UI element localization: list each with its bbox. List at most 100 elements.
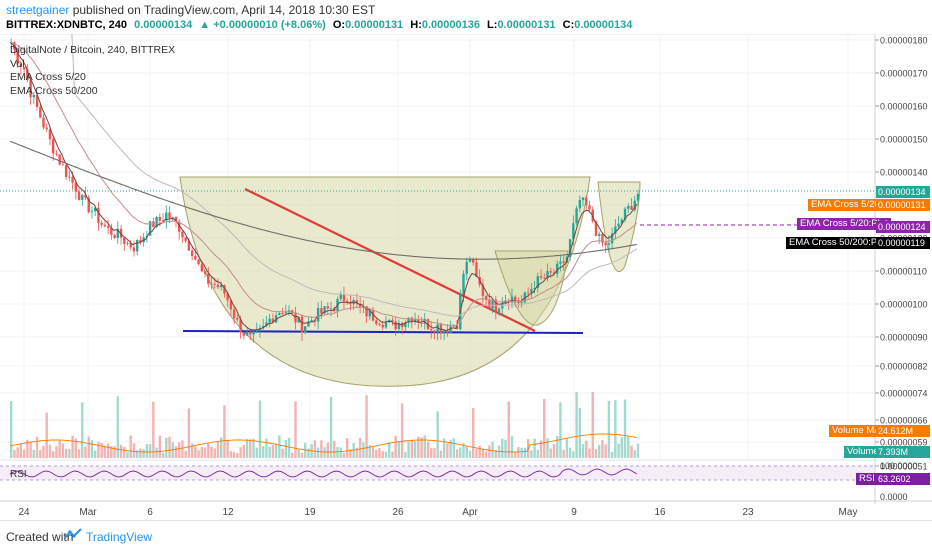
candle-body: [598, 233, 601, 236]
volume-bar: [132, 443, 136, 458]
candle-body: [323, 306, 326, 314]
candle-body: [556, 263, 559, 274]
volume-bar: [339, 447, 342, 458]
volume-bar: [181, 440, 184, 458]
candle-body: [161, 220, 165, 222]
created-with-text: Created with: [6, 530, 74, 544]
chart-header: streetgainer published on TradingView.co…: [0, 0, 932, 34]
volume-bar: [575, 391, 578, 458]
candle-body: [455, 325, 459, 330]
candle-body: [200, 264, 204, 272]
candle-body: [562, 261, 565, 263]
candle-body: [13, 42, 16, 50]
volume-bar: [313, 440, 317, 458]
candle-body: [355, 300, 359, 304]
legend-ema-50-200[interactable]: EMA Cross 50/200: [10, 84, 98, 97]
volume-bar: [81, 402, 84, 458]
candle-body: [349, 302, 352, 305]
volume-bar: [213, 448, 216, 458]
legend-vol[interactable]: Vol: [10, 57, 25, 70]
volume-bar: [388, 442, 391, 458]
tradingview-brand-link[interactable]: TradingView: [86, 530, 153, 544]
candle-body: [358, 303, 362, 308]
candle-body: [178, 221, 181, 232]
candle-body: [526, 292, 530, 294]
volume-bar: [87, 436, 90, 458]
candle-body: [284, 312, 288, 314]
volume-bar: [194, 446, 197, 458]
volume-bar: [329, 396, 333, 458]
volume-bar: [116, 396, 120, 458]
volume-bar: [113, 446, 116, 458]
open-value: 0.00000131: [345, 19, 404, 31]
candle-body: [423, 318, 426, 324]
close-value: 0.00000134: [574, 19, 633, 31]
volume-bar: [184, 450, 187, 458]
candle-body: [384, 322, 388, 328]
candle-body: [22, 67, 26, 70]
candle-body: [581, 197, 585, 201]
candle-body: [543, 277, 546, 279]
candle-body: [26, 69, 29, 81]
candle-body: [242, 332, 246, 336]
volume-bar: [55, 445, 58, 458]
volume-bar: [378, 448, 381, 458]
y-tick-label: 0.00000180: [880, 36, 928, 46]
volume-bar: [342, 452, 346, 458]
candle-body: [342, 294, 346, 302]
candle-body: [375, 320, 378, 324]
y-tick-label: 0.00000074: [880, 389, 928, 399]
candle-body: [368, 310, 372, 317]
candle-body: [207, 273, 210, 284]
volume-bar: [588, 448, 591, 458]
volume-bar: [517, 446, 520, 458]
volume-tag-label: Volume: [844, 446, 882, 458]
candle-body: [300, 316, 304, 333]
volume-bar: [294, 401, 297, 458]
candle-body: [106, 226, 110, 229]
candle-body: [45, 127, 48, 130]
y-tick-label: 0.00000140: [880, 168, 928, 178]
low-label: L:: [487, 19, 498, 31]
volume-bar: [77, 449, 81, 458]
candle-body: [307, 321, 310, 327]
volume-bar: [614, 399, 617, 458]
volume-bar: [381, 451, 384, 458]
volume-bar: [68, 448, 71, 458]
rsi-legend[interactable]: RSI: [10, 469, 27, 480]
volume-bar: [426, 441, 430, 458]
ema-5-20-b-tag-label: EMA Cross 5/20:Plot: [797, 218, 891, 230]
high-value: 0.00000136: [421, 19, 480, 31]
candle-body: [174, 216, 178, 222]
price-chart[interactable]: 24 Mar 6 12 19 26 Apr 9 16 23 May0.000001800.00000…: [0, 34, 932, 520]
x-tick-label: May: [839, 507, 858, 518]
candle-body: [449, 326, 452, 333]
volume-bar: [636, 443, 640, 458]
ema-20-line: [9, 41, 638, 327]
candle-body: [585, 197, 588, 206]
candle-body: [378, 323, 381, 325]
candle-body: [514, 296, 517, 301]
volume-bar: [462, 443, 465, 458]
candle-body: [497, 308, 501, 312]
volume-bar: [207, 443, 210, 458]
volume-bar: [265, 438, 268, 458]
legend-ema-5-20[interactable]: EMA Cross 5/20: [10, 71, 86, 83]
y-tick-label: 0.00000051: [880, 462, 928, 472]
candle-body: [397, 322, 401, 330]
volume-bar: [375, 450, 378, 458]
author-link[interactable]: streetgainer: [6, 3, 70, 17]
volume-bar: [255, 447, 258, 458]
legend-title[interactable]: DigitalNote / Bitcoin, 240, BITTREX: [10, 44, 176, 56]
tradingview-logo-icon[interactable]: [64, 528, 82, 542]
volume-bar: [291, 452, 294, 458]
candle-body: [100, 222, 103, 225]
candle-body: [148, 221, 152, 236]
candle-body: [572, 223, 575, 240]
volume-bar: [433, 447, 436, 458]
y-tick-label: 0.00000170: [880, 69, 928, 79]
volume-bar: [546, 438, 549, 458]
volume-bar: [468, 450, 472, 458]
volume-tag: 7.393M: [876, 446, 930, 458]
volume-bar: [530, 450, 533, 458]
